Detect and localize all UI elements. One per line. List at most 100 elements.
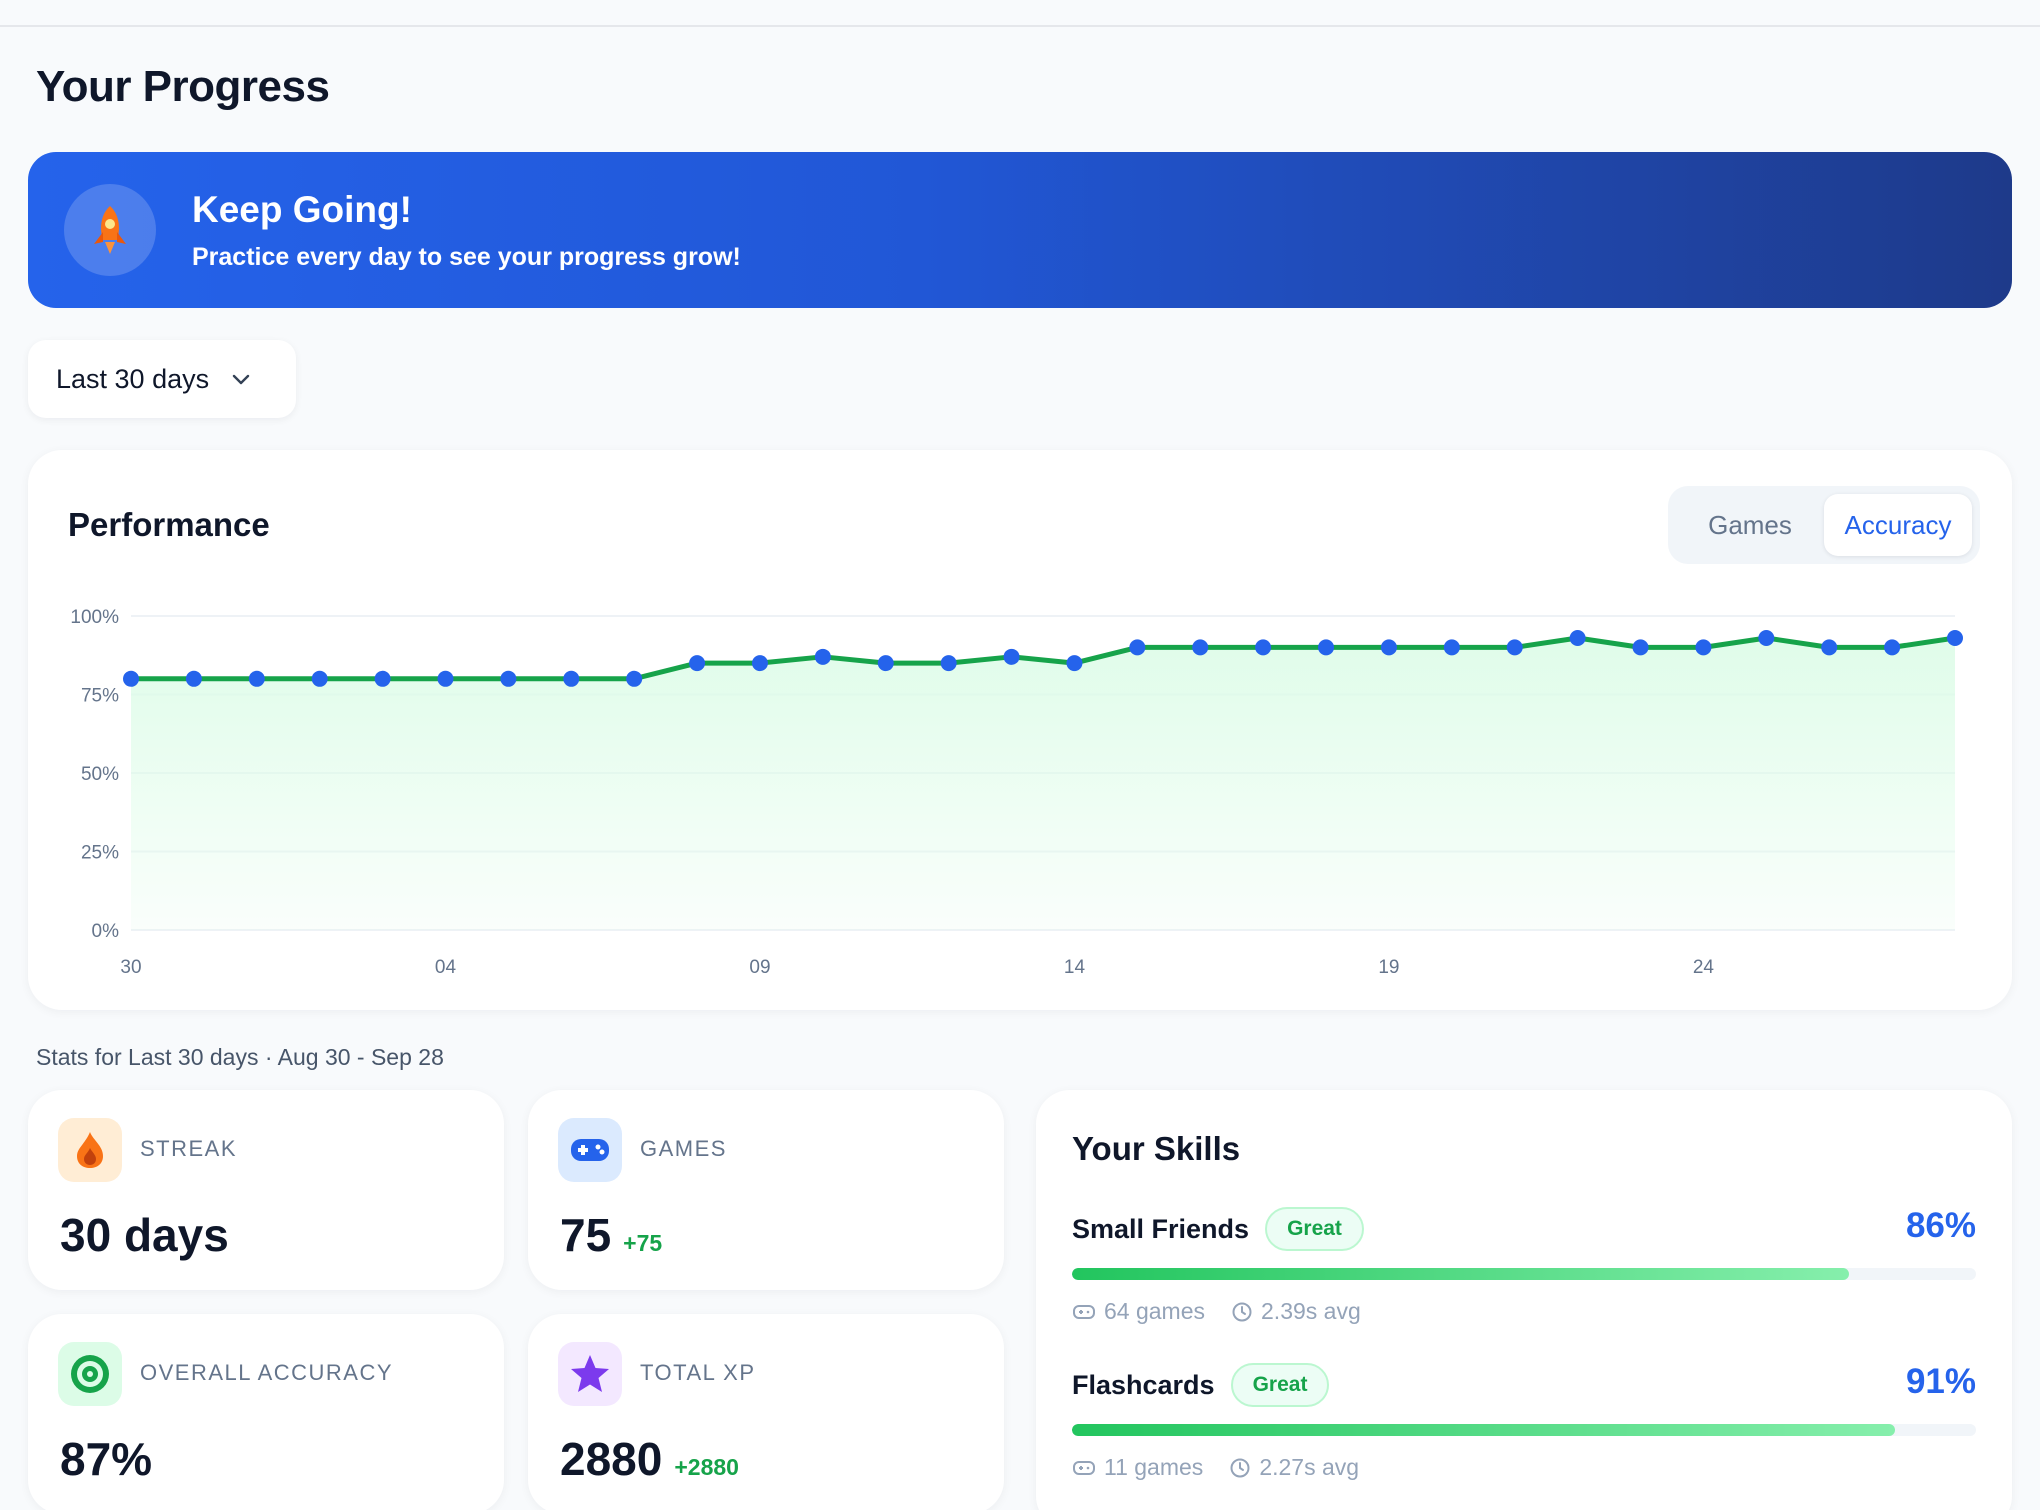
skill-avg-time: 2.27s avg xyxy=(1259,1454,1360,1480)
data-point xyxy=(248,670,265,687)
skill-name: Small Friends xyxy=(1072,1213,1250,1244)
rocket-icon xyxy=(64,184,156,276)
games-card: GAMES 75 +75 xyxy=(528,1090,1004,1290)
data-point xyxy=(1947,629,1963,646)
skill-avg-time: 2.39s avg xyxy=(1261,1298,1361,1324)
flame-icon xyxy=(58,1118,122,1182)
data-point xyxy=(1695,639,1712,656)
skill-rating-badge: Great xyxy=(1265,1207,1364,1251)
x-tick-label: 30 xyxy=(120,957,141,978)
xp-value: 2880 xyxy=(560,1433,663,1485)
data-point xyxy=(751,655,768,672)
data-point xyxy=(437,670,454,687)
skill-progress-fill xyxy=(1072,1268,1850,1280)
banner-title: Keep Going! xyxy=(192,188,412,230)
x-tick-label: 04 xyxy=(435,957,457,978)
data-point xyxy=(877,655,894,672)
top-divider xyxy=(0,0,2040,27)
clock-icon xyxy=(1232,1302,1252,1321)
data-point xyxy=(689,655,706,672)
x-tick-label: 24 xyxy=(1693,957,1715,978)
clock-icon xyxy=(1230,1458,1250,1477)
skill-percent: 86% xyxy=(1905,1206,1976,1245)
skill-item[interactable]: Small Friends Great 86% 64 games 2.39s a… xyxy=(1072,1204,1976,1325)
star-icon xyxy=(558,1342,622,1406)
data-point xyxy=(185,670,202,687)
streak-card: STREAK 30 days xyxy=(28,1090,504,1290)
data-point xyxy=(626,670,643,687)
tab-games[interactable]: Games xyxy=(1708,509,1792,540)
y-tick-label: 50% xyxy=(81,764,119,785)
data-point xyxy=(311,670,328,687)
performance-card: 0% 25% 50% 75% 100% 30 04 09 14 19 24 Performance … xyxy=(28,450,2012,1010)
page-title: Your Progress xyxy=(36,62,330,111)
motivation-banner: Keep Going! Practice every day to see yo… xyxy=(28,152,2012,308)
skill-item[interactable]: Flashcards Great 91% 11 games 2.27s avg xyxy=(1072,1360,1976,1481)
data-point xyxy=(1255,639,1272,656)
xp-value-row: 2880 +2880 xyxy=(560,1432,739,1486)
data-point xyxy=(1632,639,1649,656)
skill-progress-fill xyxy=(1072,1424,1895,1436)
data-point xyxy=(123,670,139,687)
skill-progress-bar xyxy=(1072,1424,1976,1436)
data-point xyxy=(1758,629,1775,646)
data-point xyxy=(1569,629,1586,646)
total-xp-card: TOTAL XP 2880 +2880 xyxy=(528,1314,1004,1510)
data-point xyxy=(374,670,391,687)
skill-progress-bar xyxy=(1072,1268,1976,1280)
skill-games-count: 11 games xyxy=(1104,1454,1204,1480)
skills-card: Your Skills Small Friends Great 86% 64 g… xyxy=(1036,1090,2012,1510)
accuracy-value: 87% xyxy=(60,1433,153,1485)
stats-caption: Stats for Last 30 days · Aug 30 - Sep 28 xyxy=(36,1044,444,1070)
x-tick-label: 09 xyxy=(749,957,770,978)
tab-accuracy[interactable]: Accuracy xyxy=(1824,494,1972,556)
data-point xyxy=(1066,655,1083,672)
skill-rating-badge: Great xyxy=(1230,1363,1330,1407)
data-point xyxy=(1821,639,1838,656)
data-point xyxy=(1003,648,1020,665)
accuracy-label: OVERALL ACCURACY xyxy=(140,1360,394,1385)
gamepad-icon xyxy=(1073,1304,1095,1319)
games-label: GAMES xyxy=(640,1136,727,1161)
data-point xyxy=(1443,639,1460,656)
x-tick-label: 14 xyxy=(1064,957,1086,978)
accuracy-line xyxy=(131,635,1956,682)
streak-value: 30 days xyxy=(60,1209,229,1261)
skill-percent: 91% xyxy=(1905,1362,1976,1401)
streak-label: STREAK xyxy=(140,1136,238,1161)
gamepad-icon xyxy=(558,1118,622,1182)
target-icon xyxy=(58,1342,122,1406)
chevron-down-icon xyxy=(229,367,253,391)
data-point xyxy=(563,670,580,687)
skill-name: Flashcards xyxy=(1072,1369,1215,1400)
data-point xyxy=(1506,639,1523,656)
date-range-value: Last 30 days xyxy=(56,363,210,394)
y-tick-label: 0% xyxy=(92,921,120,942)
y-tick-label: 100% xyxy=(70,607,119,628)
y-tick-label: 25% xyxy=(81,843,119,864)
games-value-row: 75 +75 xyxy=(560,1208,662,1262)
xp-delta: +2880 xyxy=(674,1454,739,1480)
data-point xyxy=(940,655,957,672)
banner-subtitle: Practice every day to see your progress … xyxy=(192,242,741,271)
gamepad-icon xyxy=(1073,1460,1095,1475)
xp-label: TOTAL XP xyxy=(640,1360,756,1385)
performance-title: Performance xyxy=(68,506,270,543)
y-tick-label: 75% xyxy=(81,686,119,707)
data-point xyxy=(1192,639,1209,656)
chart-mode-toggle: Games Accuracy xyxy=(1668,486,1980,564)
games-value: 75 xyxy=(560,1209,612,1261)
accuracy-area xyxy=(131,637,1955,930)
date-range-dropdown[interactable]: Last 30 days xyxy=(28,340,296,418)
data-point xyxy=(500,670,517,687)
data-point xyxy=(1380,639,1397,656)
data-point xyxy=(814,648,831,665)
data-point xyxy=(1318,639,1335,656)
x-tick-label: 19 xyxy=(1378,957,1399,978)
data-point xyxy=(1884,639,1901,656)
accuracy-chart: 0% 25% 50% 75% 100% 30 04 09 14 19 24 xyxy=(70,607,1963,978)
overall-accuracy-card: OVERALL ACCURACY 87% xyxy=(28,1314,504,1510)
skills-title: Your Skills xyxy=(1072,1130,1241,1167)
games-delta: +75 xyxy=(623,1230,663,1256)
data-point xyxy=(1129,639,1146,656)
